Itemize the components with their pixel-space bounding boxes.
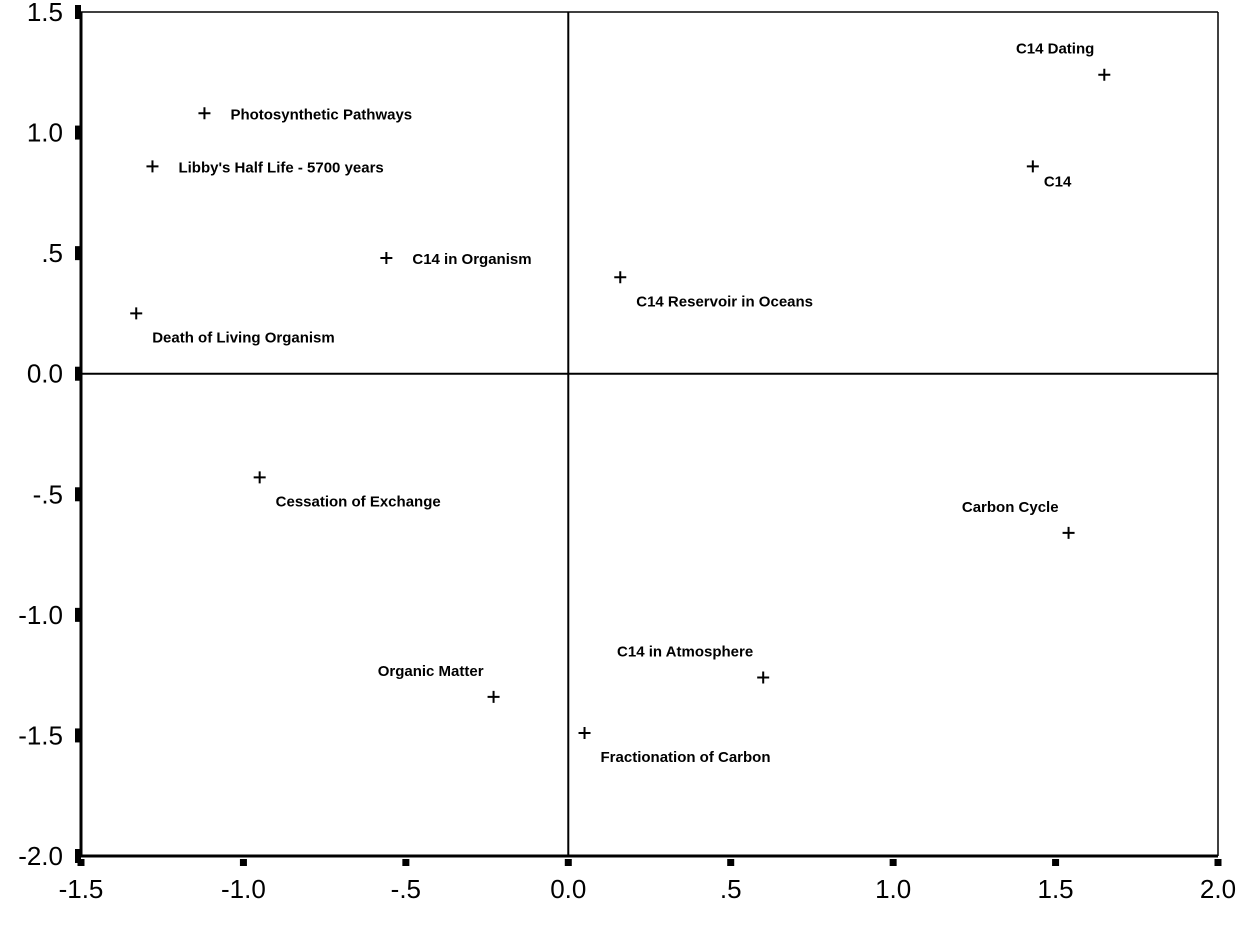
x-tick-label: 2.0 [1200,874,1236,904]
y-tick-label: 1.5 [27,0,63,27]
data-point: Libby's Half Life - 5700 years [146,159,384,176]
y-tick-label: -2.0 [18,841,63,871]
point-label: Photosynthetic Pathways [230,106,412,123]
y-tick-label: .5 [41,238,63,268]
data-point: Organic Matter [378,663,500,703]
data-point: Fractionation of Carbon [578,727,771,766]
x-tick-mark [1052,859,1060,866]
y-tick-label: -1.0 [18,600,63,630]
plus-marker [578,727,591,740]
data-point: Carbon Cycle [962,499,1075,539]
x-tick-label: 1.0 [875,874,911,904]
x-tick-mark [564,859,572,866]
point-label: Cessation of Exchange [276,493,441,510]
plus-marker [1098,68,1111,81]
point-label: C14 Dating [1016,41,1094,58]
y-tick-label: -.5 [33,479,63,509]
x-tick-label: 1.5 [1037,874,1073,904]
x-tick-label: -1.5 [59,874,104,904]
data-point: C14 [1026,160,1072,190]
y-tick-label: 0.0 [27,359,63,389]
data-point: Photosynthetic Pathways [198,106,412,123]
plus-marker [198,107,211,120]
x-tick-label: 0.0 [550,874,586,904]
plus-marker [487,690,500,703]
point-label: Organic Matter [378,663,484,680]
point-label: C14 in Atmosphere [617,644,753,661]
x-tick-mark [239,859,247,866]
y-tick-mark [75,246,81,261]
point-label: C14 in Organism [412,251,531,268]
plus-marker [253,471,266,484]
x-tick-label: -.5 [391,874,421,904]
y-tick-mark [75,849,81,863]
x-tick-mark [1214,859,1222,866]
point-label: Libby's Half Life - 5700 years [178,159,383,176]
y-axis-ticks: 1.5 1.0 .5 0.0 -.5 -1.0 -1.5 -2.0 [18,0,81,871]
point-label: C14 [1044,173,1072,190]
y-tick-mark [75,607,81,622]
point-label: C14 Reservoir in Oceans [636,293,813,310]
y-tick-mark [75,5,81,19]
y-tick-mark [75,366,81,381]
y-tick-mark [75,728,81,743]
plus-marker [614,271,627,284]
point-label: Fractionation of Carbon [601,749,771,766]
data-point: Cessation of Exchange [253,471,441,510]
x-tick-mark [727,859,735,866]
plus-marker [380,251,393,264]
plus-marker [146,160,159,173]
y-tick-mark [75,125,81,140]
x-axis-ticks: -1.5 -1.0 -.5 0.0 .5 1.0 1.5 2.0 [59,859,1236,904]
y-tick-label: -1.5 [18,720,63,750]
reference-lines [81,12,1218,856]
y-tick-mark [75,487,81,502]
data-point: C14 in Organism [380,251,532,268]
x-tick-label: -1.0 [221,874,266,904]
plot-frame [79,11,1219,858]
x-tick-label: .5 [720,874,742,904]
data-point: C14 in Atmosphere [617,644,770,684]
plus-marker [1026,160,1039,173]
x-tick-mark [402,859,410,866]
data-point: Death of Living Organism [130,307,335,346]
plus-marker [130,307,143,320]
data-point: C14 Reservoir in Oceans [614,271,813,310]
data-points: C14 Dating C14 Photosynthetic Pathways Libb… [130,41,1111,766]
point-label: Death of Living Organism [152,329,335,346]
plus-marker [1062,526,1075,539]
y-tick-label: 1.0 [27,118,63,148]
plus-marker [757,671,770,684]
data-point: C14 Dating [1016,41,1111,81]
point-label: Carbon Cycle [962,499,1059,516]
x-tick-mark [889,859,897,866]
